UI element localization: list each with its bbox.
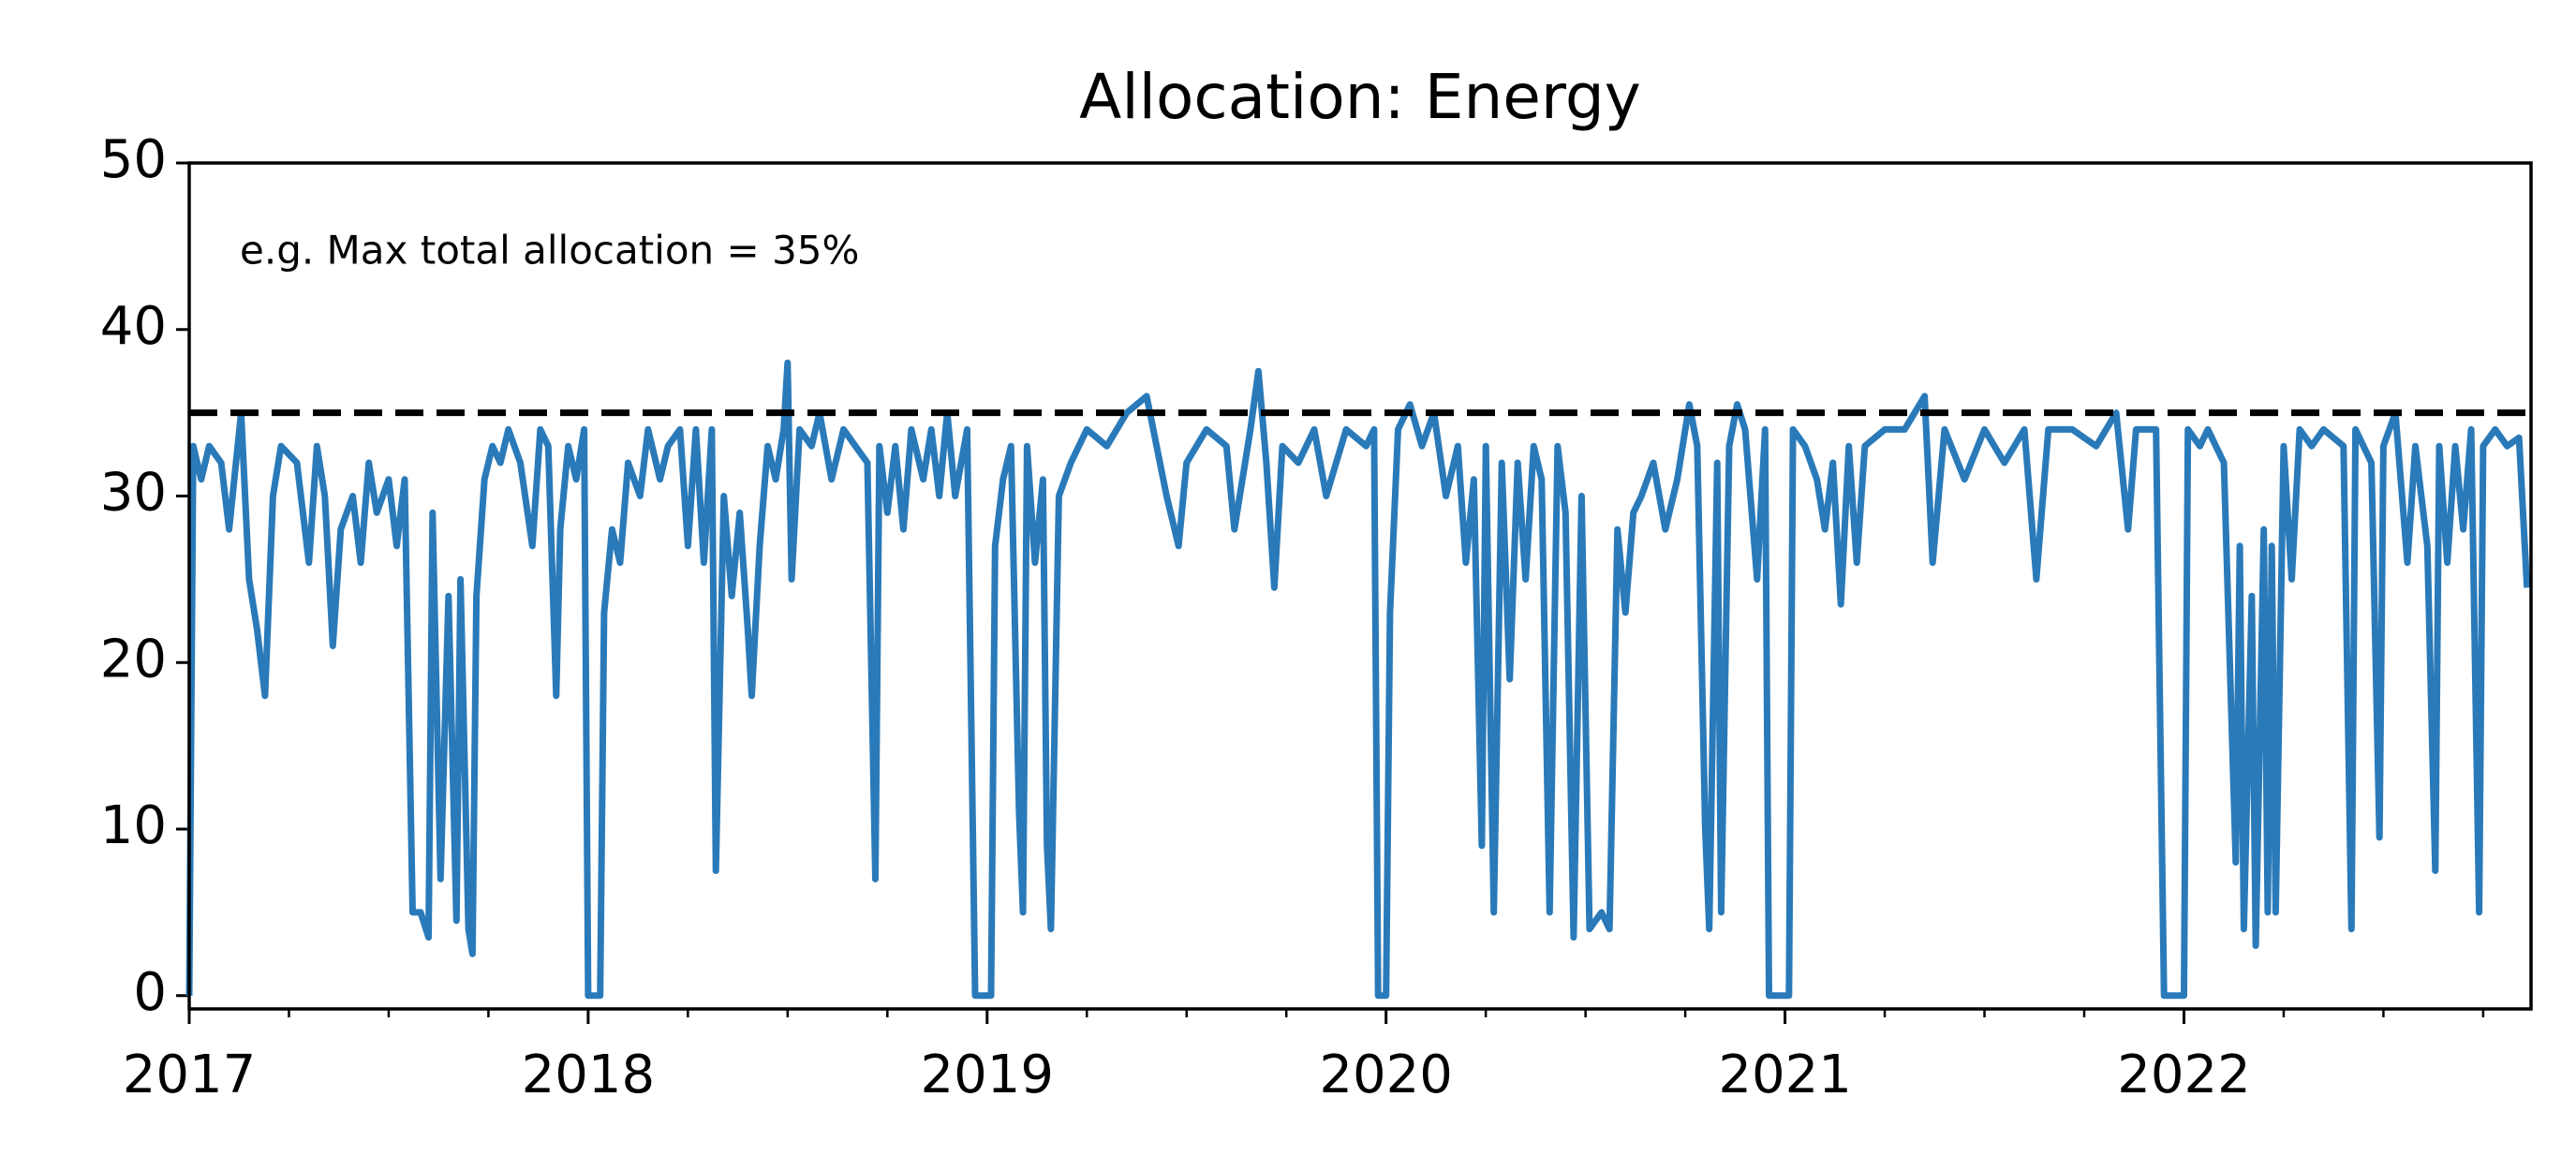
data-line (185, 359, 2531, 1000)
plot-frame (187, 161, 2533, 1011)
y-tick-label: 10 (100, 795, 167, 856)
annotation: e.g. Max total allocation = 35% (240, 228, 859, 274)
y-tick-label: 30 (100, 463, 167, 524)
y-tick-label: 40 (100, 296, 167, 357)
y-tick-label: 20 (100, 629, 167, 689)
x-tick-label: 2018 (522, 1045, 656, 1105)
x-tick-label: 2017 (123, 1045, 257, 1105)
x-tick-label: 2021 (1718, 1045, 1852, 1105)
chart-title: Allocation: Energy (1079, 61, 1641, 133)
y-tick-label: 0 (133, 962, 167, 1023)
x-tick-label: 2019 (921, 1045, 1055, 1105)
y-tick-label: 50 (100, 129, 167, 190)
x-tick-label: 2022 (2117, 1045, 2251, 1105)
x-tick-label: 2020 (1319, 1045, 1453, 1105)
